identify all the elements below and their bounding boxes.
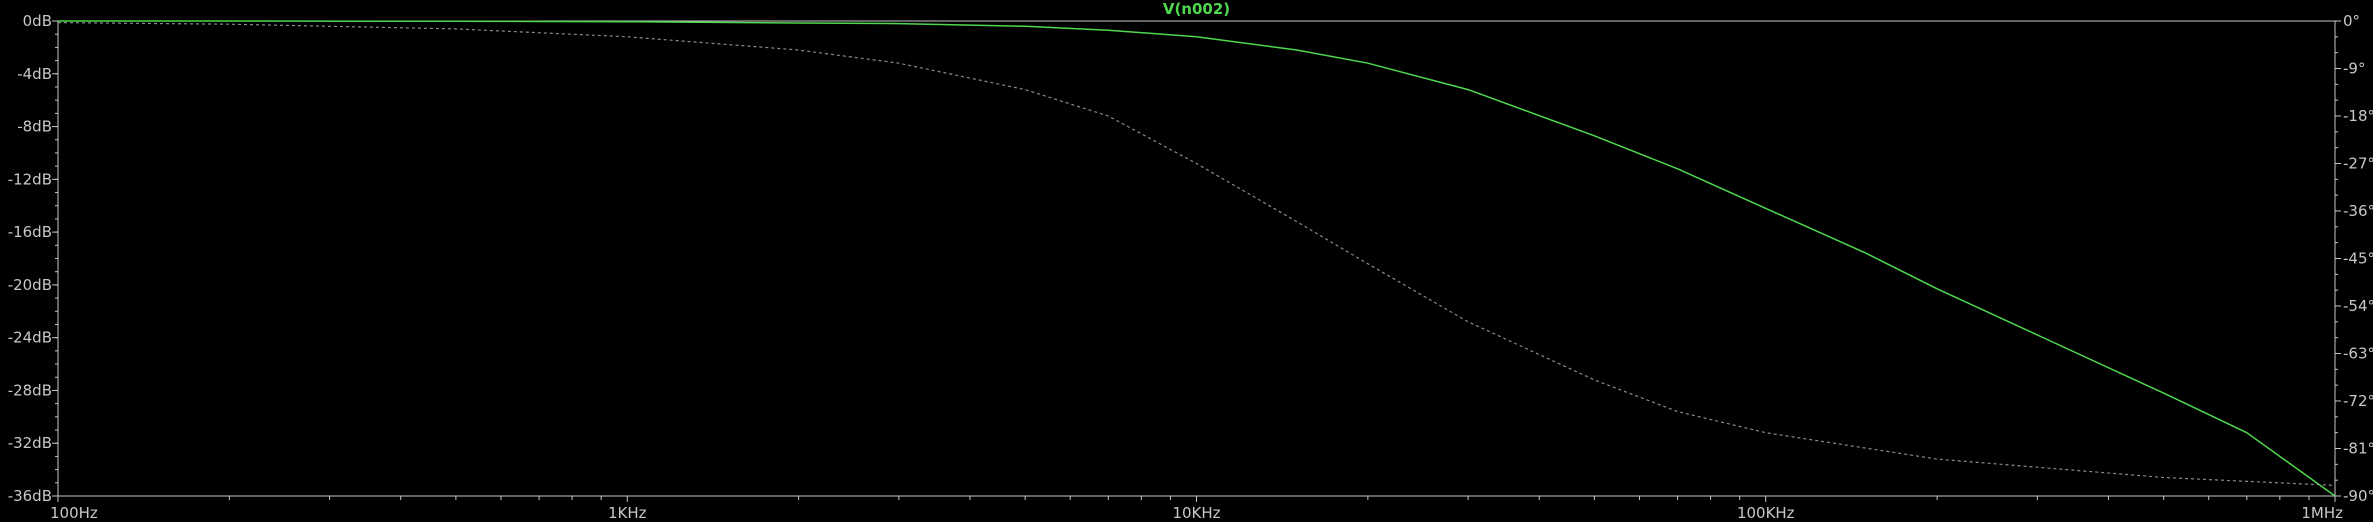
x-tick-label: 1KHz <box>608 504 647 522</box>
y-left-tick-label: -16dB <box>8 223 52 241</box>
y-right-tick-label: 0° <box>2343 12 2360 30</box>
tick-labels: 100Hz 1KHz 10KHz 100KHz 1MHz 0dB -4dB -8dB -12dB… <box>8 12 2373 522</box>
y-left-tick-label: -4dB <box>17 65 52 83</box>
y-right-tick-label: -9° <box>2343 60 2365 78</box>
phase-trace <box>57 22 2336 486</box>
x-tick-label: 100Hz <box>50 504 98 522</box>
y-left-tick-label: -20dB <box>8 276 52 294</box>
y-left-tick-label: -24dB <box>8 329 52 347</box>
plot-frame <box>57 20 2336 497</box>
y-right-tick-label: -45° <box>2343 250 2373 268</box>
y-left-tick-label: 0dB <box>23 12 52 30</box>
y-left-tick-label: -12dB <box>8 170 52 188</box>
plot-title: V(n002) <box>1163 0 1230 18</box>
y-right-tick-label: -36° <box>2343 202 2373 220</box>
magnitude-trace <box>58 20 2336 497</box>
y-right-tick-label: -18° <box>2343 107 2373 125</box>
axes <box>52 20 2341 502</box>
y-left-tick-label: -8dB <box>17 118 52 136</box>
y-left-tick-label: -36dB <box>8 487 52 505</box>
y-right-tick-label: -54° <box>2343 297 2373 315</box>
y-right-tick-label: -63° <box>2343 345 2373 363</box>
y-right-tick-label: -90° <box>2343 487 2373 505</box>
y-left-tick-label: -28dB <box>8 381 52 399</box>
y-right-tick-label: -81° <box>2343 440 2373 458</box>
y-right-tick-label: -72° <box>2343 392 2373 410</box>
series-traces <box>57 20 2336 497</box>
y-right-tick-label: -27° <box>2343 155 2373 173</box>
x-tick-label: 1MHz <box>2301 504 2343 522</box>
x-tick-label: 100KHz <box>1737 504 1795 522</box>
x-tick-label: 10KHz <box>1172 504 1220 522</box>
y-left-tick-label: -32dB <box>8 434 52 452</box>
